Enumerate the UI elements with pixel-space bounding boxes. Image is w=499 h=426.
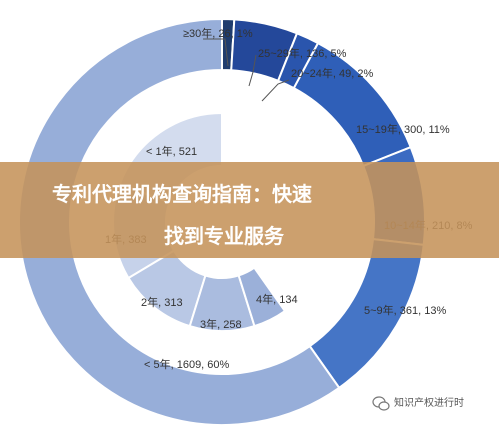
banner-title-line2: 找到专业服务: [164, 224, 285, 248]
inner-label-0: < 1年, 521: [146, 144, 197, 158]
outer-label-5: 5~9年, 361, 13%: [364, 303, 446, 317]
outer-label-0: ≥30年, 26, 1%: [183, 26, 253, 40]
inner-slice-4: [237, 266, 287, 328]
wechat-icon: [372, 396, 390, 411]
inner-label-3: 3年, 258: [200, 317, 242, 331]
leader-line-2: [261, 79, 290, 102]
outer-label-6: < 5年, 1609, 60%: [144, 357, 230, 371]
inner-slice-3: [188, 274, 256, 332]
leader-line-1: [248, 54, 257, 87]
banner-background: [0, 162, 499, 258]
outer-label-3: 15~19年, 300, 11%: [356, 122, 450, 136]
inner-label-2: 2年, 313: [141, 295, 183, 309]
leader-lines: [203, 38, 290, 102]
outer-slice-6: [18, 17, 341, 426]
watermark: 知识产权进行时: [372, 396, 464, 411]
inner-label-4: 4年, 134: [256, 292, 298, 306]
outer-label-1: 25~29年, 136, 5%: [258, 46, 347, 60]
outer-label-2: 20~24年, 49, 2%: [291, 66, 373, 80]
leader-line-0: [203, 38, 229, 67]
banner-title-line1: 专利代理机构查询指南：快速: [52, 182, 312, 206]
watermark-text: 知识产权进行时: [394, 396, 464, 409]
outer-slice-3: [292, 41, 412, 168]
inner-slice-2: [127, 249, 207, 328]
